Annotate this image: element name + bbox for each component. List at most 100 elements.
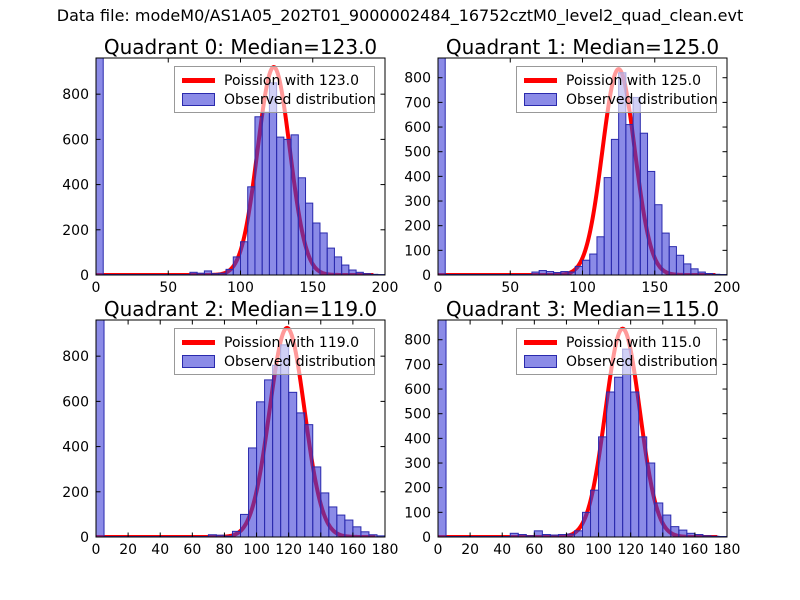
x-tick-label: 180 [372,542,399,558]
histogram-bar [603,177,612,275]
x-tick-label: 40 [493,542,511,558]
x-tick-label: 100 [243,542,270,558]
axis-ticks-q3 [437,320,728,538]
x-tick-label: 100 [585,542,612,558]
histogram-bar [232,256,242,275]
observed-patch-swatch [524,355,557,368]
legend-quadrant-1: Poission with 125.0 Observed distributio… [516,66,718,113]
x-tick-label: 20 [461,542,479,558]
histogram-bar [574,265,584,275]
subplot-title-quadrant-0: Quadrant 0: Median=123.0 [103,35,378,59]
legend-label-observed: Observed distribution [224,353,376,370]
y-tick-label: 200 [404,219,431,235]
histogram-bar [272,364,282,537]
histogram-bar [606,391,616,537]
y-tick-label: 600 [62,394,89,410]
histogram-bar [360,531,370,537]
x-tick-label: 80 [216,542,234,558]
tick-labels-q3: 0 20 40 60 80 100 120 140 160 180 0 100 200 300 400 500… [404,333,740,558]
legend-quadrant-2: Poission with 119.0 Observed distributio… [174,328,376,375]
histogram-bar [341,264,350,275]
histogram-bar [533,530,543,537]
x-tick-label: 140 [307,542,334,558]
histogram-bar [305,202,314,275]
x-tick-label: 60 [183,542,201,558]
y-tick-label: 0 [80,268,89,284]
histogram-bar [254,116,263,275]
histogram-bar [296,412,306,537]
y-tick-label: 100 [404,243,431,259]
histogram-bars-q1 [438,58,727,275]
y-tick-label: 400 [62,440,89,456]
legend-label-observed: Observed distribution [224,91,376,108]
histogram-bar [589,253,598,275]
subplot-title-quadrant-3: Quadrant 3: Median=115.0 [445,297,720,321]
histogram-bar [646,462,656,537]
histogram-bar [596,236,605,275]
x-tick-label: 120 [617,542,644,558]
y-tick-label: 800 [404,333,431,349]
y-tick-label: 700 [404,357,431,373]
x-tick-label: 0 [92,542,101,558]
legend-label-poisson: Poission with 125.0 [566,72,701,89]
x-tick-label: 200 [714,280,741,296]
observed-patch-swatch [524,93,557,106]
x-tick-label: 40 [151,542,169,558]
x-tick-label: 150 [299,280,326,296]
y-tick-label: 0 [422,268,431,284]
histogram-bar [610,138,620,275]
y-tick-label: 200 [62,485,89,501]
legend-item-poisson: Poission with 115.0 [524,333,716,352]
histogram-bar [639,132,649,275]
y-tick-label: 600 [62,132,89,148]
histogram-bar [276,136,285,275]
axes-border-q3 [437,319,728,538]
histogram-bar [686,532,696,537]
y-tick-label: 100 [404,505,431,521]
histogram-bar [283,138,292,275]
figure-title: Data file: modeM0/AS1A05_202T01_90000024… [56,6,744,25]
histogram-bar [256,401,266,537]
observed-patch-swatch [182,93,215,106]
legend-quadrant-3: Poission with 115.0 Observed distributio… [516,328,718,375]
tick-labels-q1: 0 50 100 150 200 0 100 200 300 400 500 600 700 800 [404,71,740,296]
x-tick-label: 50 [501,280,519,296]
histogram-bar [225,268,234,275]
histogram-bar [304,424,314,537]
histogram-bar [312,466,322,537]
histogram-bar [670,526,680,537]
histogram-bar [582,259,591,275]
histogram-bar [668,246,677,275]
poisson-line-swatch [524,340,557,345]
x-tick-label: 100 [569,280,596,296]
poisson-line-swatch [182,78,215,83]
x-tick-label: 160 [340,542,367,558]
histogram-bar [326,247,335,275]
x-tick-label: 60 [525,542,543,558]
legend-label-poisson: Poission with 115.0 [566,334,701,351]
histogram-bar [352,526,362,537]
x-tick-label: 180 [714,542,741,558]
histogram-bar [632,96,641,275]
y-tick-label: 500 [404,407,431,423]
x-tick-label: 120 [275,542,302,558]
histogram-bar [678,529,688,537]
histogram-bar [320,492,330,537]
histogram-bar [288,391,298,537]
legend-quadrant-0: Poission with 123.0 Observed distributio… [174,66,376,113]
x-tick-label: 200 [372,280,399,296]
legend-item-observed: Observed distribution [182,90,376,109]
histogram-bar [247,186,256,275]
legend-label-observed: Observed distribution [566,353,718,370]
y-tick-label: 400 [404,431,431,447]
legend-label-poisson: Poission with 123.0 [224,72,359,89]
histogram-bar [264,379,274,537]
x-tick-label: 160 [682,542,709,558]
axis-ticks-q1 [437,58,728,276]
x-tick-label: 20 [119,542,137,558]
y-tick-label: 0 [422,530,431,546]
histogram-bar [438,58,446,275]
histogram-bar [630,391,640,537]
legend-item-observed: Observed distribution [524,352,718,371]
histogram-bar [96,58,104,275]
